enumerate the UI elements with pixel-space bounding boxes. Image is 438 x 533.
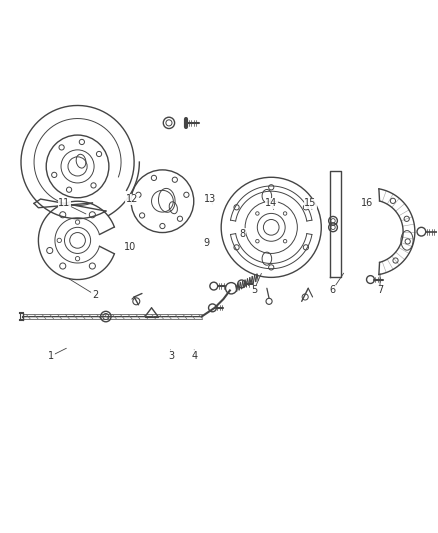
- Text: 10: 10: [124, 242, 136, 252]
- Text: 13: 13: [204, 194, 216, 204]
- Text: 8: 8: [240, 229, 246, 239]
- Text: 6: 6: [329, 286, 335, 295]
- Text: 4: 4: [192, 351, 198, 361]
- Text: 1: 1: [48, 351, 54, 361]
- Text: 16: 16: [361, 198, 373, 208]
- Text: 2: 2: [92, 290, 98, 300]
- Text: 15: 15: [304, 198, 317, 208]
- Text: 3: 3: [168, 351, 174, 361]
- Text: 14: 14: [265, 198, 277, 208]
- Text: 12: 12: [126, 194, 138, 204]
- Text: 5: 5: [251, 286, 257, 295]
- Text: 7: 7: [377, 286, 383, 295]
- Text: 9: 9: [203, 238, 209, 247]
- Text: 11: 11: [58, 198, 71, 208]
